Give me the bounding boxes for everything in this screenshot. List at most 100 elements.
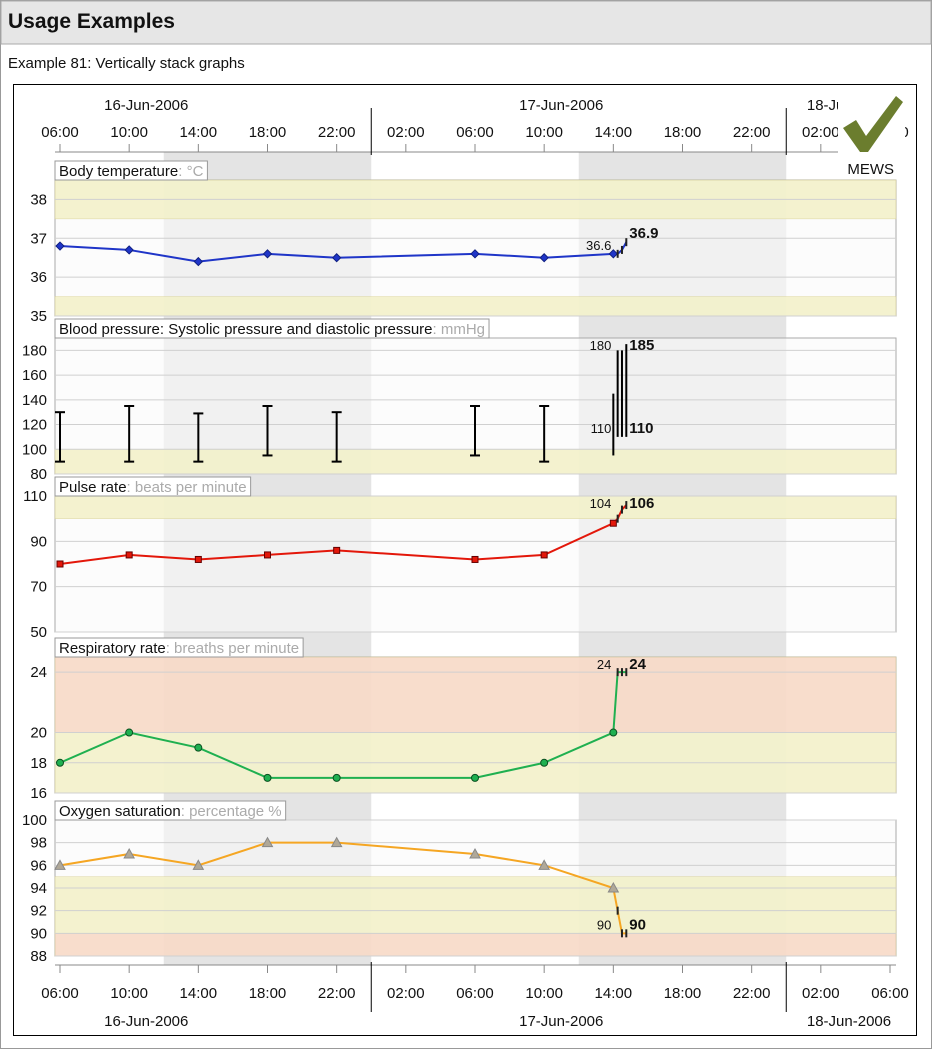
x-tick-label: 14:00 [595, 985, 633, 1002]
point [333, 546, 341, 554]
point [194, 555, 202, 563]
date-label: 18-Jun-2006 [807, 1013, 891, 1030]
charts: 06:00 06:00 10:00 10:00 14:00 14:00 18:00 18:00… [22, 92, 909, 1030]
checkmark-icon [843, 96, 903, 152]
panel-title-unit: : breaths per minute [166, 640, 299, 657]
latest-value: 36.9 [629, 225, 658, 242]
point [540, 551, 548, 559]
y-tick-label: 37 [30, 230, 47, 247]
y-tick-label: 110 [23, 488, 47, 505]
x-tick-label: 06:00 [41, 124, 79, 141]
panel-title-name: Blood pressure: Systolic pressure and di… [59, 321, 433, 338]
point [262, 249, 273, 259]
panel-title-unit: : beats per minute [127, 479, 247, 496]
point [332, 773, 341, 782]
x-tick-label: 10:00 [525, 985, 563, 1002]
panel-title-text: Respiratory rate: breaths per minute [59, 640, 299, 657]
y-tick-label: 96 [30, 857, 47, 874]
range-bar [331, 411, 342, 463]
panel-title-box [54, 637, 304, 658]
point [608, 249, 619, 259]
threshold-band [54, 656, 897, 733]
series [56, 501, 628, 568]
range-bar [470, 405, 480, 457]
previous-value: 180 [590, 338, 612, 353]
previous-value: 110 [591, 421, 612, 436]
x-tick-label: 22:00 [318, 124, 356, 141]
y-tick-label: 18 [30, 755, 47, 772]
header-bar [0, 0, 932, 45]
y-tick-label: 94 [30, 880, 47, 897]
point [192, 859, 205, 870]
x-tick-label: 18:00 [664, 124, 702, 141]
x-tick-label: 14:00 [180, 124, 218, 141]
point [470, 249, 480, 259]
date-label: 17-Jun-2006 [519, 1013, 603, 1030]
previous-value: 104 [590, 496, 612, 511]
panel-title-box [54, 160, 208, 181]
x-tick-label: 06:00 [871, 985, 909, 1002]
range-bar [539, 405, 550, 463]
panel-title: Oxygen saturation: percentage % [54, 800, 287, 821]
panel-title-box [54, 800, 287, 821]
panel-title-name: Pulse rate [59, 479, 127, 496]
panel-title: Respiratory rate: breaths per minute [54, 637, 304, 658]
x-tick-label: 02:00 [387, 124, 425, 141]
y-tick-label: 36 [30, 269, 47, 286]
panel-title: Pulse rate: beats per minute [54, 476, 252, 497]
point [54, 859, 66, 870]
x-tick-label: 22:00 [733, 124, 771, 141]
y-tick-label: 35 [30, 308, 47, 325]
y-tick-label: 140 [22, 392, 47, 409]
point [330, 836, 343, 848]
panel-title-text: Blood pressure: Systolic pressure and di… [59, 321, 485, 338]
header-title: Usage Examples [8, 10, 175, 33]
point [471, 555, 479, 563]
point [264, 551, 271, 559]
y-tick-label: 180 [22, 342, 47, 359]
panel-title-name: Respiratory rate [59, 640, 166, 657]
panel-title-text: Oxygen saturation: percentage % [59, 803, 282, 820]
x-tick-label: 14:00 [595, 124, 633, 141]
point [469, 847, 481, 859]
latest-value: 110 [629, 420, 653, 437]
date-label: 16-Jun-2006 [104, 1013, 188, 1030]
y-tick-label: 38 [30, 191, 47, 208]
threshold-band [54, 933, 897, 957]
y-tick-label: 80 [30, 466, 47, 483]
point [331, 253, 342, 263]
example-title: Example 81: Vertically stack graphs [8, 55, 245, 72]
panel-title-box [54, 318, 490, 339]
panel-title-text: Pulse rate: beats per minute [59, 479, 247, 496]
range-bar [193, 412, 204, 463]
series [55, 344, 628, 463]
x-tick-label: 10:00 [525, 124, 563, 141]
point [125, 728, 134, 737]
panel-title-unit: : percentage % [181, 803, 282, 820]
point [263, 773, 272, 782]
range-bar [262, 405, 273, 457]
y-tick-label: 88 [30, 948, 47, 965]
previous-value: 36.6 [586, 238, 611, 253]
range-bar [124, 405, 135, 463]
y-tick-label: 50 [30, 624, 47, 641]
y-tick-label: 92 [30, 903, 47, 920]
y-tick-label: 100 [22, 441, 47, 458]
x-tick-label: 22:00 [733, 985, 771, 1002]
y-tick-label: 98 [30, 835, 47, 852]
series [56, 668, 628, 782]
date-label: 17-Jun-2006 [519, 97, 603, 114]
panel-title-unit: : °C [178, 163, 203, 180]
previous-value: 24 [597, 657, 611, 672]
y-tick-label: 120 [22, 417, 47, 434]
y-tick-label: 90 [30, 533, 47, 550]
latest-value: 185 [629, 337, 654, 354]
point [123, 847, 136, 859]
x-tick-label: 10:00 [110, 985, 148, 1002]
point [56, 560, 64, 568]
x-tick-label: 22:00 [318, 985, 356, 1002]
series [54, 836, 628, 938]
y-tick-label: 16 [30, 785, 47, 802]
point [540, 758, 549, 767]
